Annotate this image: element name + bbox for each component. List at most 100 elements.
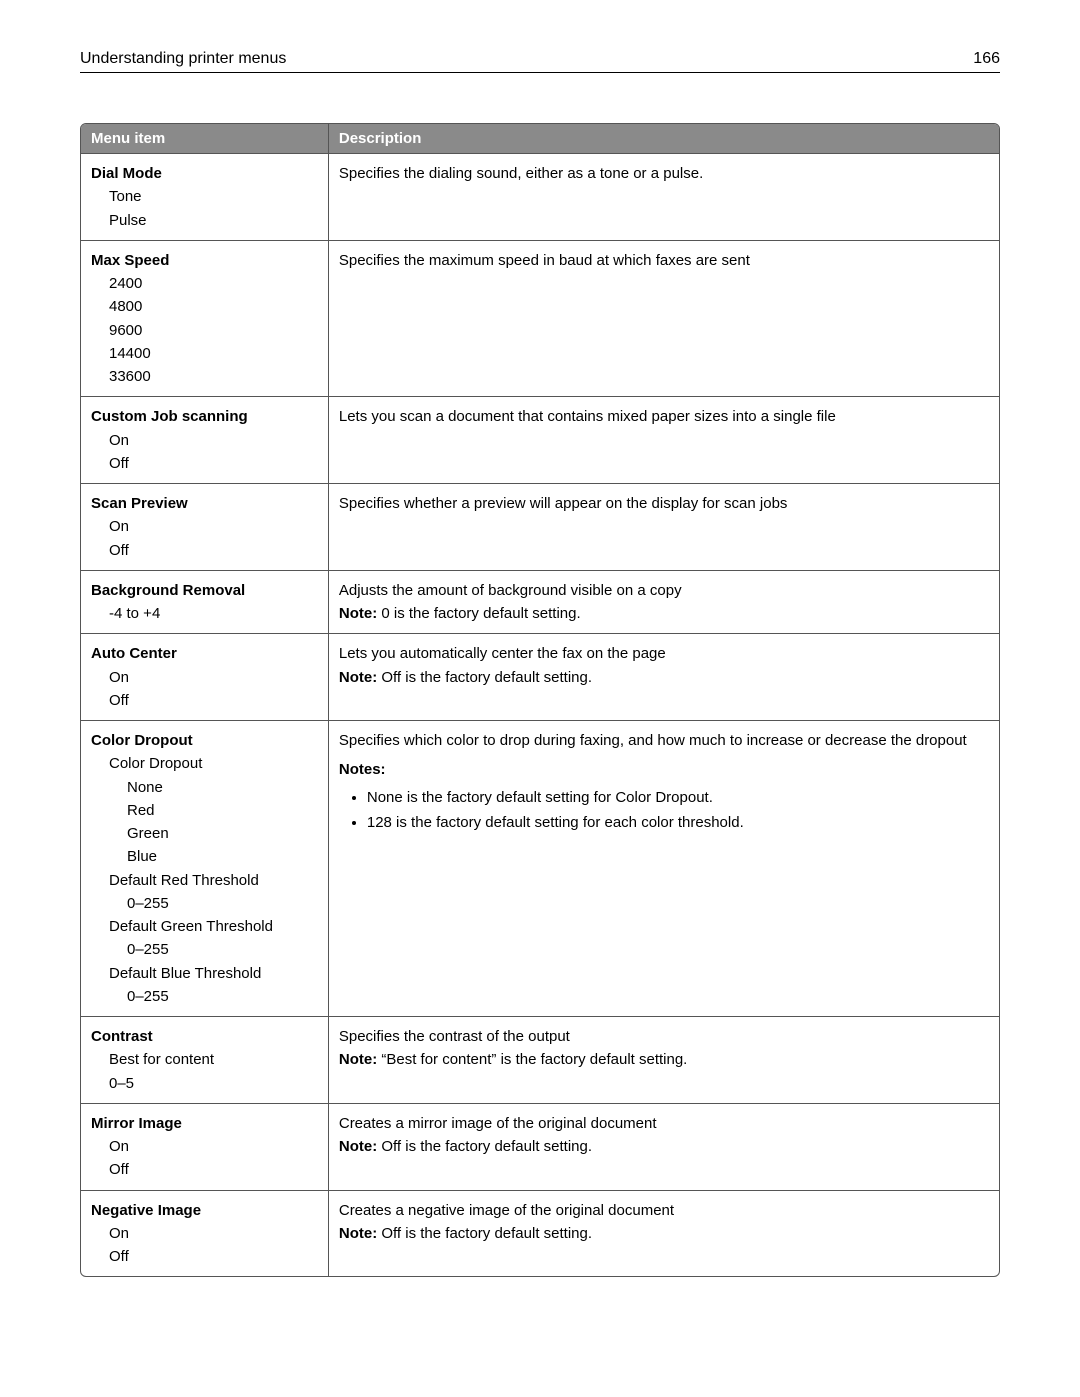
page-number: 166: [973, 50, 1000, 68]
note-label: Note:: [339, 669, 382, 686]
menu-option: Color Dropout: [91, 752, 318, 775]
note-text: Note: Off is the factory default setting…: [339, 666, 989, 689]
menu-option: 4800: [91, 295, 318, 318]
description-text: Lets you automatically center the fax on…: [339, 642, 989, 665]
description-cell: Specifies which color to drop during fax…: [329, 720, 999, 1016]
header-title: Understanding printer menus: [80, 50, 286, 68]
menu-option: Blue: [91, 845, 318, 868]
menu-item-title: Background Removal: [91, 579, 318, 602]
menu-option: On: [91, 515, 318, 538]
description-text: Specifies which color to drop during fax…: [339, 729, 989, 752]
description-cell: Specifies the dialing sound, either as a…: [329, 154, 999, 240]
menu-item-title: Dial Mode: [91, 162, 318, 185]
menu-item-cell: Background Removal-4 to +4: [81, 570, 329, 634]
menu-item-title: Color Dropout: [91, 729, 318, 752]
note-label: Note:: [339, 605, 382, 622]
description-cell: Lets you automatically center the fax on…: [329, 633, 999, 720]
menu-item-cell: Dial ModeTonePulse: [81, 154, 329, 240]
menu-item-cell: Max Speed2400480096001440033600: [81, 240, 329, 397]
note-text: Note: “Best for content” is the factory …: [339, 1048, 989, 1071]
menu-table: Menu item Description Dial ModeTonePulse…: [80, 123, 1000, 1277]
note-text: Note: Off is the factory default setting…: [339, 1222, 989, 1245]
menu-item-cell: Negative ImageOnOff: [81, 1190, 329, 1277]
menu-item-title: Mirror Image: [91, 1112, 318, 1135]
menu-option: 9600: [91, 319, 318, 342]
note-body: Off is the factory default setting.: [381, 1225, 592, 1242]
menu-option: Red: [91, 799, 318, 822]
notes-list-item: None is the factory default setting for …: [367, 786, 989, 809]
description-cell: Creates a negative image of the original…: [329, 1190, 999, 1277]
description-cell: Specifies the maximum speed in baud at w…: [329, 240, 999, 397]
description-text: Adjusts the amount of background visible…: [339, 579, 989, 602]
menu-option: Off: [91, 1158, 318, 1181]
menu-option: -4 to +4: [91, 602, 318, 625]
notes-list: None is the factory default setting for …: [339, 786, 989, 835]
description-text: Specifies the maximum speed in baud at w…: [339, 249, 989, 272]
note-label: Note:: [339, 1138, 382, 1155]
table-row: Color DropoutColor DropoutNoneRedGreenBl…: [81, 720, 999, 1016]
description-text: Creates a negative image of the original…: [339, 1199, 989, 1222]
table-row: Negative ImageOnOff Creates a negative im…: [81, 1190, 999, 1277]
notes-heading: Notes:: [339, 758, 989, 781]
menu-option: 33600: [91, 365, 318, 388]
menu-option: None: [91, 776, 318, 799]
description-text: Specifies the dialing sound, either as a…: [339, 162, 989, 185]
menu-item-title: Scan Preview: [91, 492, 318, 515]
description-text: Lets you scan a document that contains m…: [339, 405, 989, 428]
menu-option: 0–255: [91, 985, 318, 1008]
table-row: Max Speed2400480096001440033600 Specifies…: [81, 240, 999, 397]
description-text: Specifies the contrast of the output: [339, 1025, 989, 1048]
menu-option: Green: [91, 822, 318, 845]
note-body: 0 is the factory default setting.: [381, 605, 580, 622]
menu-option: 2400: [91, 272, 318, 295]
menu-option: Default Green Threshold: [91, 915, 318, 938]
description-cell: Specifies whether a preview will appear …: [329, 483, 999, 570]
menu-option: Pulse: [91, 209, 318, 232]
table-row: ContrastBest for content0–5Specifies the…: [81, 1016, 999, 1103]
table-row: Scan PreviewOnOff Specifies whether a pre…: [81, 483, 999, 570]
menu-option: Default Red Threshold: [91, 869, 318, 892]
menu-option: Tone: [91, 185, 318, 208]
description-cell: Lets you scan a document that contains m…: [329, 396, 999, 483]
menu-option: 14400: [91, 342, 318, 365]
menu-option: Best for content: [91, 1048, 318, 1071]
note-body: Off is the factory default setting.: [381, 669, 592, 686]
menu-option: Default Blue Threshold: [91, 962, 318, 985]
menu-option: On: [91, 666, 318, 689]
menu-option: Off: [91, 539, 318, 562]
description-cell: Adjusts the amount of background visible…: [329, 570, 999, 634]
column-header-menu-item: Menu item: [81, 124, 329, 154]
table-header-row: Menu item Description: [81, 124, 999, 154]
description-text: Creates a mirror image of the original d…: [339, 1112, 989, 1135]
table-row: Mirror ImageOnOff Creates a mirror image …: [81, 1103, 999, 1190]
menu-item-cell: Color DropoutColor DropoutNoneRedGreenBl…: [81, 720, 329, 1016]
menu-option: 0–255: [91, 938, 318, 961]
description-text: Specifies whether a preview will appear …: [339, 492, 989, 515]
note-text: Note: 0 is the factory default setting.: [339, 602, 989, 625]
menu-item-cell: Auto CenterOnOff: [81, 633, 329, 720]
menu-option: Off: [91, 1245, 318, 1268]
note-body: Off is the factory default setting.: [381, 1138, 592, 1155]
table-row: Dial ModeTonePulse Specifies the dialing …: [81, 154, 999, 240]
menu-item-cell: Mirror ImageOnOff: [81, 1103, 329, 1190]
menu-item-title: Custom Job scanning: [91, 405, 318, 428]
menu-option: On: [91, 429, 318, 452]
menu-option: Off: [91, 689, 318, 712]
menu-option: On: [91, 1222, 318, 1245]
column-header-description: Description: [329, 124, 999, 154]
menu-item-title: Auto Center: [91, 642, 318, 665]
menu-item-title: Negative Image: [91, 1199, 318, 1222]
table-row: Background Removal-4 to +4 Adjusts the am…: [81, 570, 999, 634]
page-header: Understanding printer menus 166: [80, 50, 1000, 73]
note-label: Note:: [339, 1225, 382, 1242]
description-cell: Specifies the contrast of the outputNote…: [329, 1016, 999, 1103]
menu-item-cell: ContrastBest for content0–5: [81, 1016, 329, 1103]
menu-item-cell: Custom Job scanningOnOff: [81, 396, 329, 483]
description-cell: Creates a mirror image of the original d…: [329, 1103, 999, 1190]
menu-option: On: [91, 1135, 318, 1158]
note-label: Note:: [339, 1051, 382, 1068]
menu-item-title: Contrast: [91, 1025, 318, 1048]
menu-option: 0–255: [91, 892, 318, 915]
menu-option: 0–5: [91, 1072, 318, 1095]
menu-item-cell: Scan PreviewOnOff: [81, 483, 329, 570]
